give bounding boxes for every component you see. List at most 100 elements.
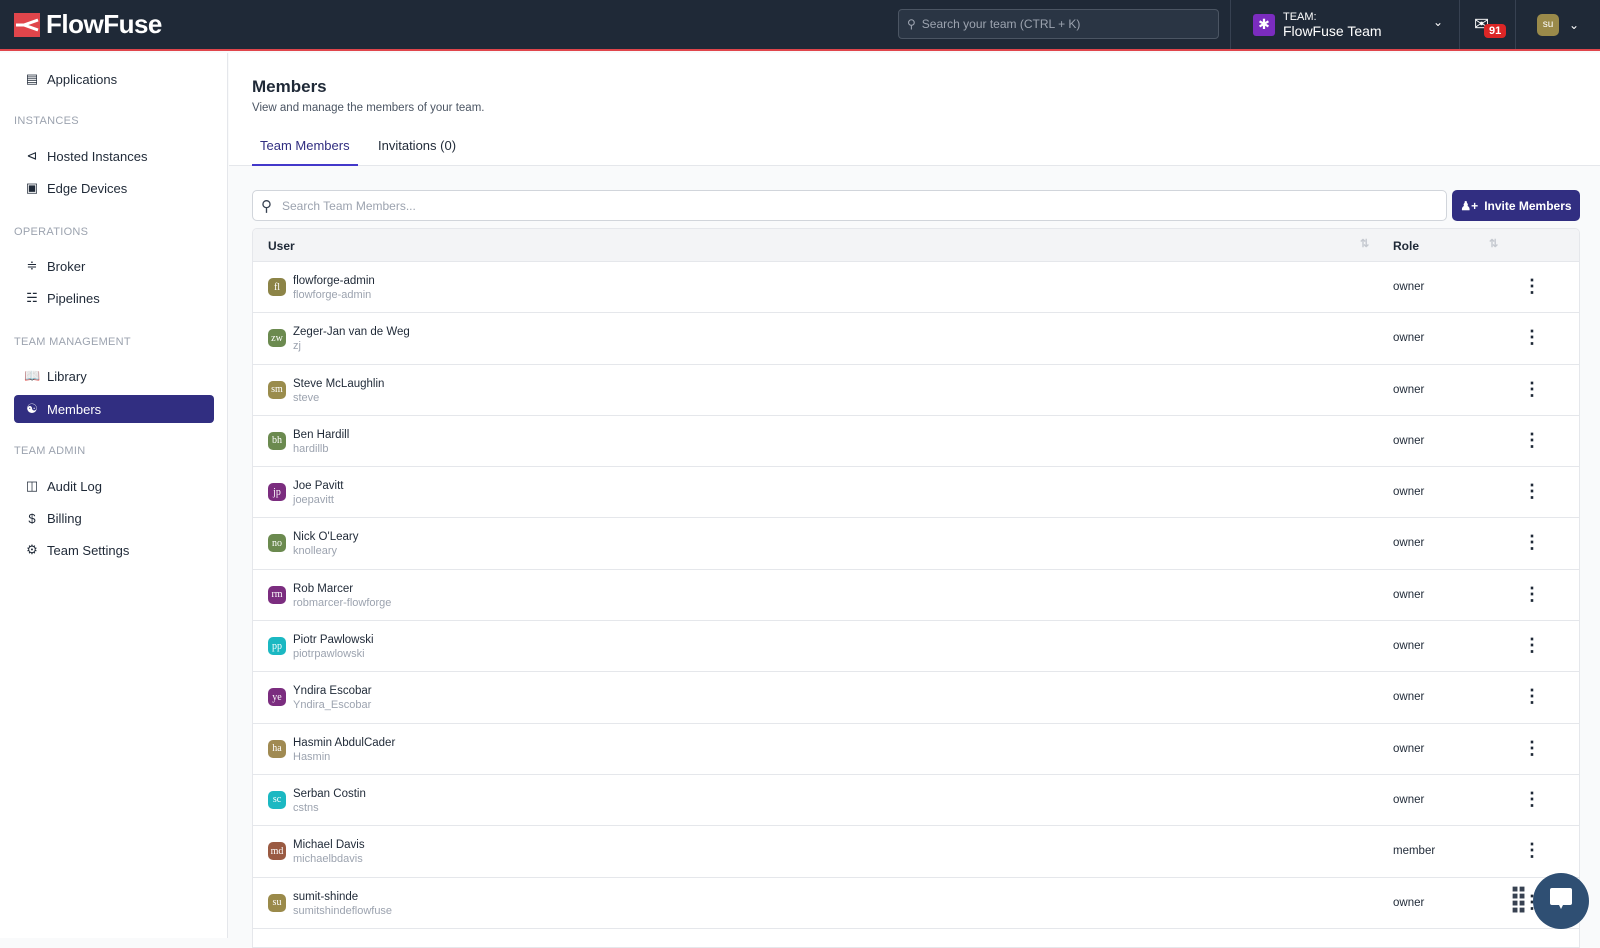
sidebar-item-broker[interactable]: ≑ Broker	[14, 252, 214, 280]
table-row: sm Steve McLaughlin steve owner ⋮	[253, 365, 1579, 416]
member-name: Steve McLaughlin	[293, 377, 385, 390]
chat-widget-button[interactable]	[1533, 873, 1589, 929]
gear-icon: ⚙	[26, 542, 38, 557]
notification-badge: 91	[1484, 24, 1507, 38]
rss-icon: ≑	[26, 258, 38, 273]
more-options-icon[interactable]: ⋮	[1523, 378, 1541, 399]
avatar: sc	[268, 790, 286, 809]
avatar: sm	[268, 380, 286, 399]
sort-icon[interactable]: ⇅	[1489, 238, 1499, 250]
member-name: sumit-shinde	[293, 890, 359, 903]
member-username: hardillb	[293, 442, 329, 455]
table-row: pp Piotr Pawlowski piotrpawlowski owner …	[253, 621, 1579, 673]
team-label: TEAM:	[1283, 10, 1317, 23]
section-team-management: TEAM MANAGEMENT	[14, 336, 131, 348]
search-icon: ⚲	[907, 17, 916, 31]
user-avatar: su	[1537, 13, 1559, 36]
more-options-icon[interactable]: ⋮	[1523, 429, 1541, 450]
user-menu[interactable]: su ⌄	[1515, 0, 1600, 49]
table-row: fl flowforge-admin flowforge-admin owner…	[253, 262, 1579, 314]
users-icon: ☯	[26, 401, 38, 416]
member-role: member	[1393, 845, 1436, 858]
table-row: rm Rob Marcer robmarcer-flowforge owner …	[253, 570, 1579, 622]
member-name: Yndira Escobar	[293, 685, 372, 698]
more-options-icon[interactable]: ⋮	[1523, 583, 1541, 604]
flowfuse-logo[interactable]: FlowFuse	[14, 9, 162, 40]
column-user[interactable]: User	[268, 239, 295, 253]
table-row: sc Serban Costin cstns owner ⋮	[253, 775, 1579, 827]
page-title: Members	[252, 77, 327, 96]
member-name: Serban Costin	[293, 787, 366, 800]
member-name: Rob Marcer	[293, 582, 354, 595]
member-username: zj	[293, 340, 301, 353]
section-operations: OPERATIONS	[14, 226, 89, 238]
section-instances: INSTANCES	[14, 115, 79, 127]
member-role: owner	[1393, 793, 1425, 806]
sidebar-item-library[interactable]: 📖 Library	[14, 362, 214, 390]
database-icon: ◫	[25, 478, 39, 493]
more-options-icon[interactable]: ⋮	[1523, 276, 1541, 296]
team-search-input[interactable]: ⚲ Search your team (CTRL + K)	[898, 9, 1219, 39]
sidebar-item-label: Library	[47, 368, 87, 384]
member-username: joepavitt	[293, 494, 334, 507]
more-options-icon[interactable]: ⋮	[1523, 481, 1541, 502]
invite-label: Invite Members	[1484, 198, 1572, 213]
member-username: flowforge-admin	[293, 289, 372, 301]
table-header: User ⇅ Role ⇅	[253, 229, 1579, 262]
invite-members-button[interactable]: ♟+ Invite Members	[1452, 190, 1580, 221]
member-username: knolleary	[293, 545, 338, 558]
logo-icon	[14, 12, 40, 37]
sidebar: ▤ Applications INSTANCES ⊲ Hosted Instance…	[0, 53, 228, 938]
sidebar-item-hosted-instances[interactable]: ⊲ Hosted Instances	[14, 142, 214, 170]
member-username: michaelbdavis	[293, 853, 363, 866]
table-row: ye Yndira Escobar Yndira_Escobar owner ⋮	[253, 672, 1579, 724]
more-options-icon[interactable]: ⋮	[1523, 737, 1541, 758]
member-name: Piotr Pawlowski	[293, 634, 374, 647]
table-row: md Michael Davis michaelbdavis member ⋮	[253, 826, 1579, 878]
user-plus-icon: ♟+	[1460, 198, 1479, 213]
avatar: fl	[268, 278, 286, 296]
more-options-icon[interactable]: ⋮	[1523, 532, 1541, 553]
avatar: jp	[268, 483, 286, 502]
member-role: owner	[1393, 281, 1425, 293]
more-options-icon[interactable]: ⋮	[1523, 686, 1541, 707]
main-content: Members View and manage the members of y…	[229, 53, 1600, 948]
hosted-instances-icon: ⊲	[26, 148, 38, 163]
more-options-icon[interactable]: ⋮	[1523, 788, 1541, 809]
sort-icon[interactable]: ⇅	[1360, 238, 1370, 250]
sidebar-item-billing[interactable]: $ Billing	[14, 504, 214, 532]
more-options-icon[interactable]: ⋮	[1523, 635, 1541, 656]
sidebar-item-label: Billing	[47, 510, 82, 526]
dollar-icon: $	[28, 510, 36, 526]
sidebar-item-pipelines[interactable]: ☵ Pipelines	[14, 284, 214, 312]
member-name: flowforge-admin	[293, 275, 375, 287]
tab-team-members[interactable]: Team Members	[252, 138, 358, 166]
member-search-input[interactable]: ⚲ Search Team Members...	[252, 190, 1447, 221]
table-row: jp Joe Pavitt joepavitt owner ⋮	[253, 467, 1579, 519]
member-username: steve	[293, 391, 320, 404]
more-options-icon[interactable]: ⋮	[1523, 840, 1541, 861]
member-name: Hasmin AbdulCader	[293, 736, 396, 749]
member-name: Michael Davis	[293, 839, 365, 852]
sidebar-item-edge-devices[interactable]: ▣ Edge Devices	[14, 174, 214, 202]
chevron-down-icon: ⌄	[1569, 17, 1580, 32]
more-options-icon[interactable]: ⋮	[1523, 327, 1541, 348]
sidebar-item-applications[interactable]: ▤ Applications	[14, 65, 214, 93]
member-username: piotrpawlowski	[293, 648, 365, 661]
sidebar-item-audit-log[interactable]: ◫ Audit Log	[14, 472, 214, 500]
member-username: Hasmin	[293, 750, 331, 763]
avatar: ye	[268, 688, 286, 707]
search-placeholder: Search Team Members...	[282, 198, 416, 213]
column-role[interactable]: Role	[1393, 239, 1420, 253]
sidebar-item-team-settings[interactable]: ⚙ Team Settings	[14, 536, 214, 564]
sidebar-item-members[interactable]: ☯ Members	[14, 395, 214, 423]
sidebar-item-label: Hosted Instances	[47, 148, 148, 164]
drag-handle-icon[interactable]: ■■ ■■ ■■ ■■	[1512, 884, 1527, 916]
member-role: owner	[1393, 332, 1425, 345]
member-role: owner	[1393, 896, 1425, 909]
member-role: owner	[1393, 691, 1425, 704]
applications-icon: ▤	[25, 71, 39, 86]
table-row: no Nick O'Leary knolleary owner ⋮	[253, 518, 1579, 570]
tab-invitations[interactable]: Invitations (0)	[378, 138, 457, 153]
team-selector[interactable]: ✱ TEAM: FlowFuse Team ⌄	[1230, 0, 1460, 49]
